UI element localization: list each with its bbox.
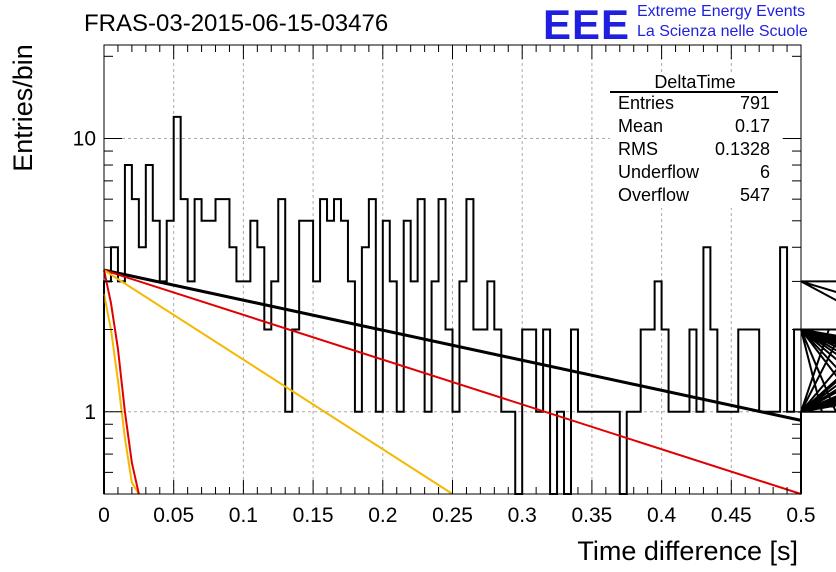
- x-tick-label-7: 0.35: [571, 504, 612, 527]
- x-tick-label-8: 0.4: [647, 504, 677, 527]
- x-tick-label-1: 0.05: [153, 504, 194, 527]
- x-tick-label-4: 0.2: [368, 504, 397, 527]
- logo-subtitle-line2: La Scienza nelle Scuole: [637, 23, 808, 40]
- histogram-layer: [103, 115, 836, 495]
- stats-value-underflow: 6: [760, 162, 770, 182]
- x-tick-label-10: 0.5: [786, 504, 815, 527]
- stats-value-mean: 0.17: [735, 116, 770, 136]
- x-tick-label-0: 0: [98, 504, 110, 527]
- stats-value-overflow: 547: [740, 185, 770, 205]
- fit-total-line: [103, 268, 802, 422]
- fit-curves-layer: [103, 268, 802, 495]
- fit-red-steep-line: [103, 269, 140, 495]
- stats-label-overflow: Overflow: [618, 185, 690, 205]
- stats-label-mean: Mean: [618, 116, 663, 136]
- stats-box: DeltaTime Entries 791 Mean 0.17 RMS 0.13…: [610, 72, 780, 208]
- stats-label-entries: Entries: [618, 93, 674, 113]
- eee-logo: EEE: [543, 1, 631, 48]
- x-tick-label-6: 0.3: [508, 504, 537, 527]
- x-tick-label-9: 0.45: [711, 504, 752, 527]
- stats-label-rms: RMS: [618, 139, 658, 159]
- plot-title: FRAS-03-2015-06-15-03476: [84, 10, 389, 37]
- histogram-outline: [103, 115, 836, 495]
- stats-label-underflow: Underflow: [618, 162, 700, 182]
- stats-value-rms: 0.1328: [715, 139, 770, 159]
- x-tick-label-5: 0.25: [432, 504, 473, 527]
- tick-labels-layer: 0 0.05 0.1 0.15 0.2 0.25 0.3 0.35 0.4 0.45 0.5 1 10: [73, 128, 816, 527]
- x-tick-label-2: 0.1: [229, 504, 258, 527]
- x-tick-label-3: 0.15: [293, 504, 334, 527]
- ticks-layer: [103, 45, 802, 495]
- y-axis-title: Entries/bin: [8, 44, 38, 172]
- fit-yellow-line: [103, 269, 454, 495]
- fit-yellow-steep-line: [103, 293, 140, 495]
- x-axis-title: Time difference [s]: [577, 536, 798, 566]
- stats-title: DeltaTime: [654, 72, 735, 92]
- stats-value-entries: 791: [740, 93, 770, 113]
- y-tick-label-0: 1: [84, 401, 96, 424]
- y-tick-label-1: 10: [73, 128, 96, 151]
- logo-subtitle-line1: Extreme Energy Events: [637, 3, 806, 20]
- stats-box-background: [610, 73, 780, 208]
- fit-red-line: [103, 269, 802, 495]
